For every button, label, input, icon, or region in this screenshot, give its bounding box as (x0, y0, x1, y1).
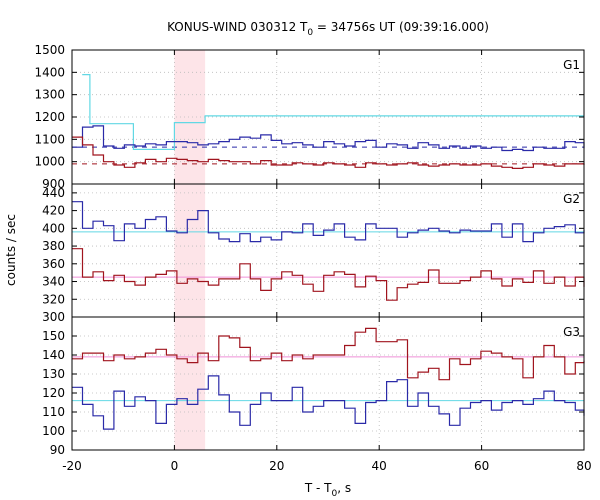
panel-g3-red-series (72, 327, 585, 381)
panel-g1-y-tick-label: 1400 (34, 65, 65, 79)
text-layer: KONUS-WIND 030312 T0 = 34756s UT (09:39:… (4, 20, 592, 499)
panel-g2-y-tick-label: 400 (42, 221, 65, 235)
x-tick-label: 40 (372, 459, 387, 473)
highlight-band (174, 50, 206, 450)
panel-g2-frame (71, 183, 585, 318)
x-tick-label: 20 (269, 459, 284, 473)
frame-layer (71, 49, 585, 451)
x-tick-label: 80 (576, 459, 591, 473)
panel-g1-y-tick-label: 1300 (34, 88, 65, 102)
panel-g3-y-tick-label: 150 (42, 329, 65, 343)
panel-g2-y-tick-label: 420 (42, 204, 65, 218)
panel-g3-y-tick-label: 120 (42, 386, 65, 400)
panel-g3-blue-series (72, 375, 585, 430)
highlight-layer (174, 50, 206, 450)
panel-g2-y-tick-label: 380 (42, 239, 65, 253)
panel-g2-red-series (72, 248, 585, 301)
x-tick-label: -20 (62, 459, 82, 473)
panel-g3-label: G3 (563, 325, 580, 339)
panel-g1-y-tick-label: 1500 (34, 43, 65, 57)
panel-g3-y-tick-label: 100 (42, 424, 65, 438)
series-layer (72, 74, 585, 430)
x-tick-label: 60 (474, 459, 489, 473)
panel-g2-blue-series (72, 201, 585, 243)
panel-g1-blue-series (72, 125, 585, 152)
panel-g1-cyan-steps (82, 74, 584, 150)
panel-g2-y-tick-label: 440 (42, 186, 65, 200)
panel-g3-y-tick-label: 110 (42, 405, 65, 419)
panel-g2-y-tick-label: 340 (42, 275, 65, 289)
panel-g2-label: G2 (563, 192, 580, 206)
grid-layer (71, 50, 585, 450)
panel-g3-y-tick-label: 130 (42, 367, 65, 381)
panel-g1-red-series (72, 136, 585, 169)
panel-g2-y-tick-label: 360 (42, 257, 65, 271)
panel-g3-y-tick-label: 90 (50, 443, 65, 457)
x-axis-label: T - T0, s (304, 481, 351, 499)
panel-g1-y-tick-label: 1100 (34, 132, 65, 146)
x-tick-label: 0 (171, 459, 179, 473)
panel-g1-y-tick-label: 900 (42, 177, 65, 191)
panel-g1-y-tick-label: 1000 (34, 155, 65, 169)
panel-g2-y-tick-label: 320 (42, 292, 65, 306)
panel-g1-y-tick-label: 1200 (34, 110, 65, 124)
y-axis-label: counts / sec (4, 214, 18, 286)
panel-g3-y-tick-label: 140 (42, 348, 65, 362)
chart-title: KONUS-WIND 030312 T0 = 34756s UT (09:39:… (167, 20, 489, 38)
panel-g2-y-tick-label: 300 (42, 310, 65, 324)
panel-g3-frame (71, 316, 585, 451)
panel-g1-label: G1 (563, 58, 580, 72)
